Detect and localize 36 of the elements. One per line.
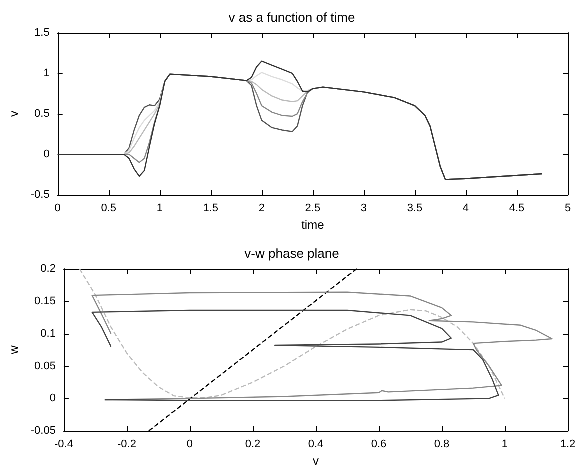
- x-tick-label: 1.5: [203, 202, 219, 215]
- x-tick-label: 5: [564, 202, 572, 215]
- chart-title: v-w phase plane: [244, 246, 340, 261]
- y-tick-label: 0.5: [34, 108, 50, 120]
- x-axis-title: time: [302, 218, 325, 232]
- x-tick-label: 0.6: [371, 438, 387, 451]
- x-tick-label: 1: [502, 438, 508, 451]
- y-tick-label: -0.05: [30, 425, 56, 438]
- x-tick-label: 1: [156, 202, 163, 215]
- x-axis-title: v: [312, 454, 319, 468]
- x-tick-label: 0.4: [308, 438, 324, 451]
- x-tick-label: 0.5: [101, 202, 117, 215]
- x-tick-label: 0.8: [434, 438, 450, 451]
- y-tick-label: 1: [44, 68, 50, 80]
- x-tick-label: 4.5: [509, 202, 525, 215]
- x-tick-label: 0: [186, 438, 194, 451]
- y-tick-label: 0.15: [34, 295, 56, 308]
- y-tick-label: 0.1: [40, 328, 56, 340]
- x-tick-label: 1.2: [560, 438, 576, 451]
- y-tick-label: 0: [50, 392, 56, 405]
- y-axis-title: v: [7, 111, 21, 118]
- y-tick-label: 1.5: [34, 27, 50, 39]
- y-tick-label: 0.2: [40, 263, 56, 275]
- x-tick-label: 2: [258, 202, 265, 215]
- y-axis-title: w: [7, 345, 21, 356]
- x-tick-label: 3.5: [407, 202, 423, 215]
- x-tick-label: 3: [360, 202, 368, 215]
- x-tick-label: 2.5: [305, 202, 321, 215]
- x-tick-label: 4: [462, 202, 470, 215]
- x-tick-label: -0.4: [54, 438, 74, 451]
- y-tick-label: 0: [44, 148, 50, 161]
- chart-title: v as a function of time: [228, 10, 356, 25]
- x-tick-label: 0.2: [245, 438, 261, 451]
- x-tick-label: -0.2: [117, 438, 136, 451]
- y-tick-label: -0.5: [30, 189, 50, 202]
- y-tick-label: 0.05: [34, 360, 56, 372]
